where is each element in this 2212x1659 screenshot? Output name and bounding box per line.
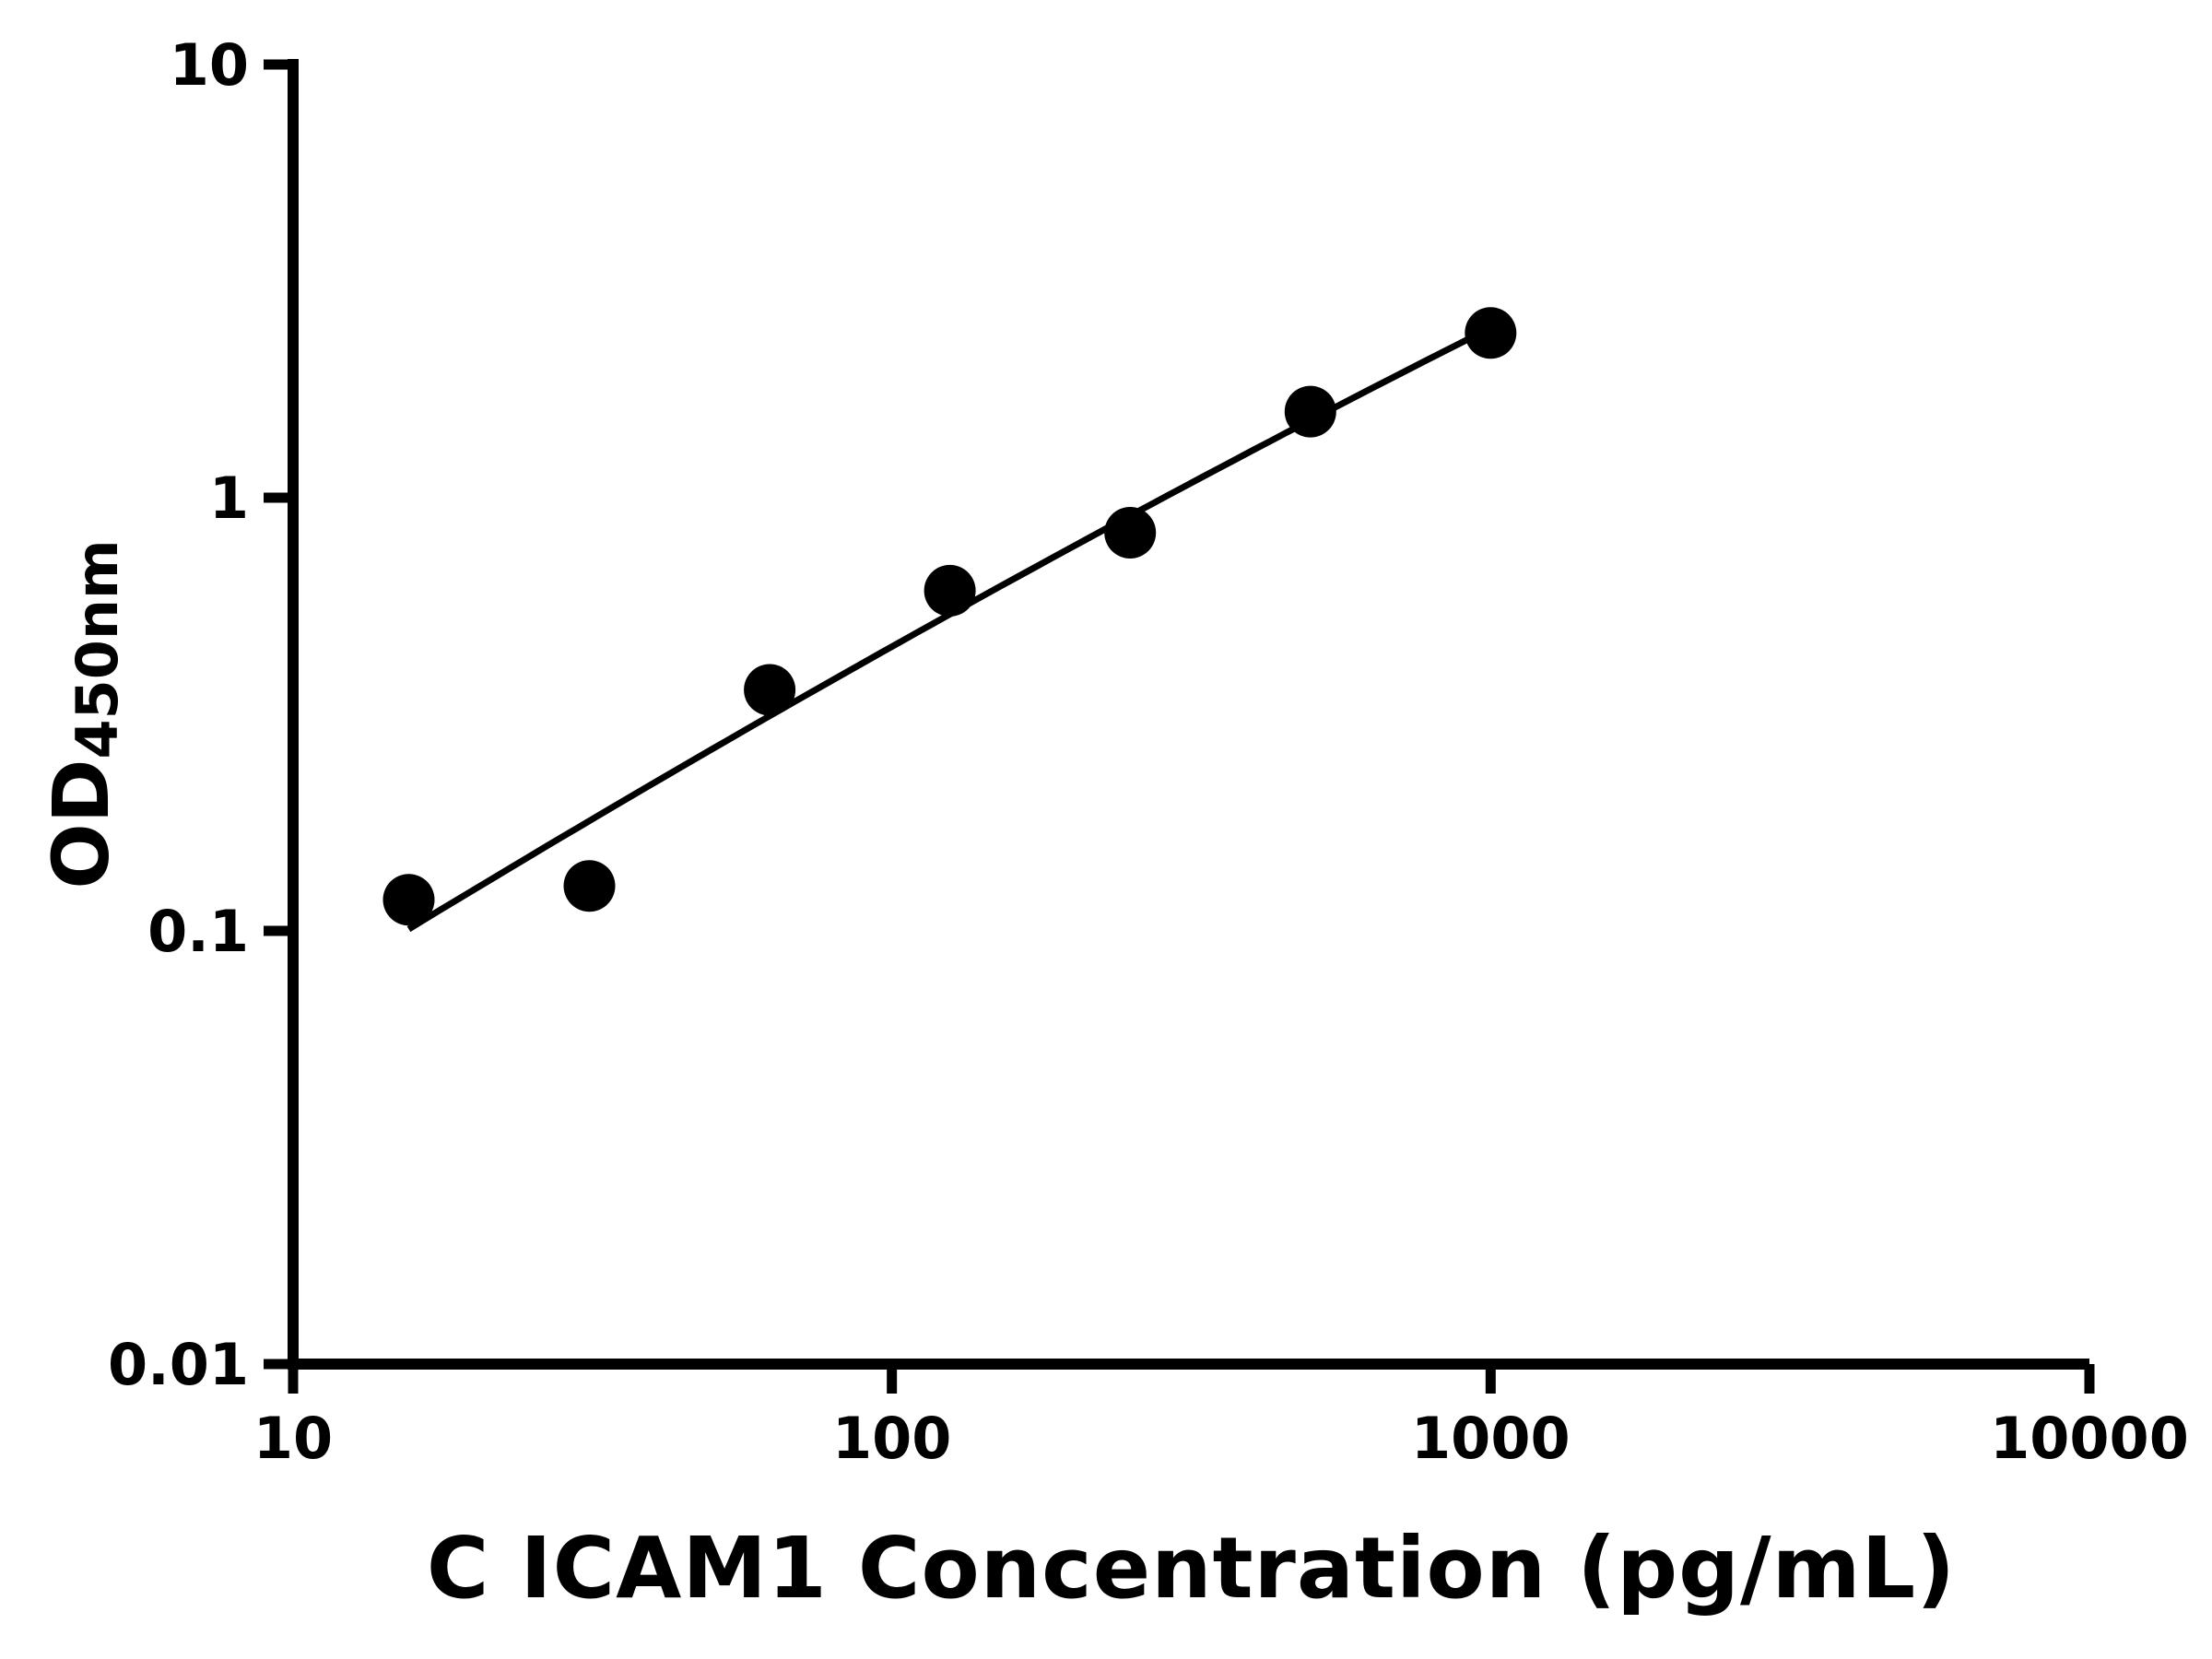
svg-text:100: 100 [832, 1405, 951, 1472]
svg-text:0.01: 0.01 [108, 1331, 249, 1398]
y-axis-title: OD450nm [36, 539, 131, 889]
y-axis-title-subscript: 450nm [63, 539, 131, 759]
y-axis-title-main: OD [36, 759, 126, 889]
svg-text:10000: 10000 [1990, 1405, 2189, 1472]
svg-text:10: 10 [170, 31, 249, 99]
svg-text:1: 1 [209, 465, 249, 532]
svg-text:0.1: 0.1 [147, 898, 249, 965]
svg-text:1000: 1000 [1411, 1405, 1571, 1472]
svg-text:10: 10 [253, 1405, 333, 1472]
x-axis-title: C ICAM1 Concentration (pg/mL) [426, 1519, 1957, 1618]
